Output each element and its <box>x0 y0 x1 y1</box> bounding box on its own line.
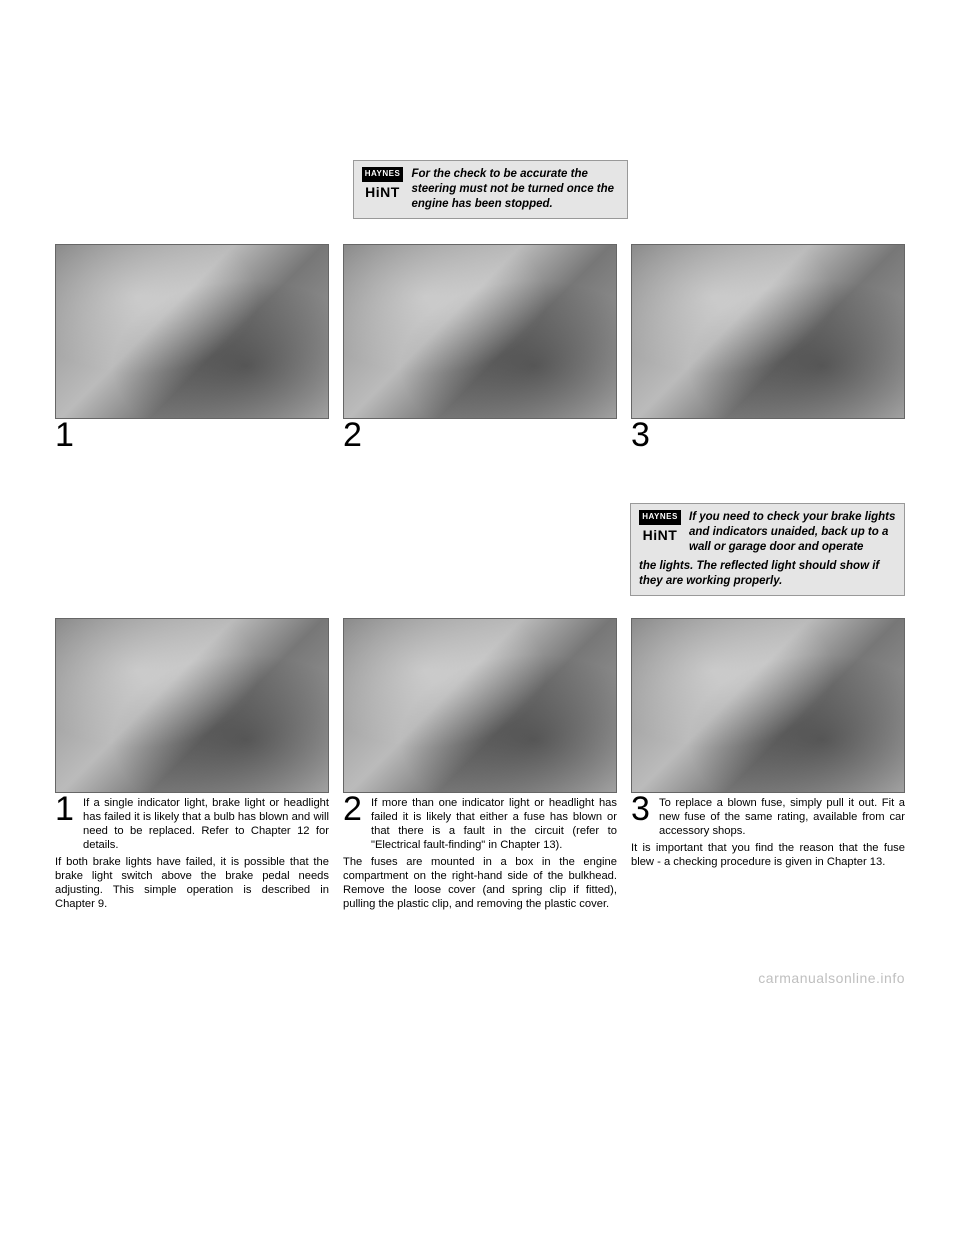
step-number: 2 <box>343 794 367 825</box>
photo-fuse-cover <box>343 618 617 793</box>
hint-word: HiNT <box>365 183 400 202</box>
caption-r2-2b: The fuses are mounted in a box in the en… <box>343 855 617 911</box>
hint-text-brake-2: the lights. The reflected light should s… <box>639 559 896 589</box>
caption-r2-1b: If both brake lights have failed, it is … <box>55 855 329 911</box>
caption-r2-1a: If a single indicator light, brake light… <box>83 794 329 852</box>
photo-reservoir-cap <box>55 244 329 419</box>
caption-r2-3b: It is important that you find the reason… <box>631 841 905 869</box>
step-number: 3 <box>631 420 655 451</box>
caption-r2-3a: To replace a blown fuse, simply pull it … <box>659 794 905 838</box>
hint-word: HiNT <box>643 526 678 545</box>
haynes-hint-logo: HAYNES HiNT <box>639 510 681 545</box>
step-number: 1 <box>55 420 79 451</box>
haynes-badge: HAYNES <box>362 167 404 182</box>
haynes-badge: HAYNES <box>639 510 681 525</box>
photo-row-1: 1 2 3 <box>55 244 905 451</box>
photo-bulb-holder <box>55 618 329 793</box>
photo-fuse-box <box>631 618 905 793</box>
hint-box-brake-lights: HAYNES HiNT If you need to check your br… <box>630 503 905 596</box>
photo-engine-bay <box>631 244 905 419</box>
step-number: 2 <box>343 420 367 451</box>
step-number: 3 <box>631 794 655 825</box>
haynes-hint-logo: HAYNES HiNT <box>362 167 404 202</box>
photo-row-2: 1 If a single indicator light, brake lig… <box>55 618 905 911</box>
hint-box-steering: HAYNES HiNT For the check to be accurate… <box>353 160 628 219</box>
watermark-text: carmanualsonline.info <box>0 959 960 1008</box>
hint-text-steering: For the check to be accurate the steerin… <box>412 167 619 212</box>
hint-text-brake-1: If you need to check your brake lights a… <box>689 510 896 555</box>
hint-row-2: HAYNES HiNT If you need to check your br… <box>55 468 905 596</box>
caption-r2-2a: If more than one indicator light or head… <box>371 794 617 852</box>
photo-reservoir-level <box>343 244 617 419</box>
step-number: 1 <box>55 794 79 825</box>
